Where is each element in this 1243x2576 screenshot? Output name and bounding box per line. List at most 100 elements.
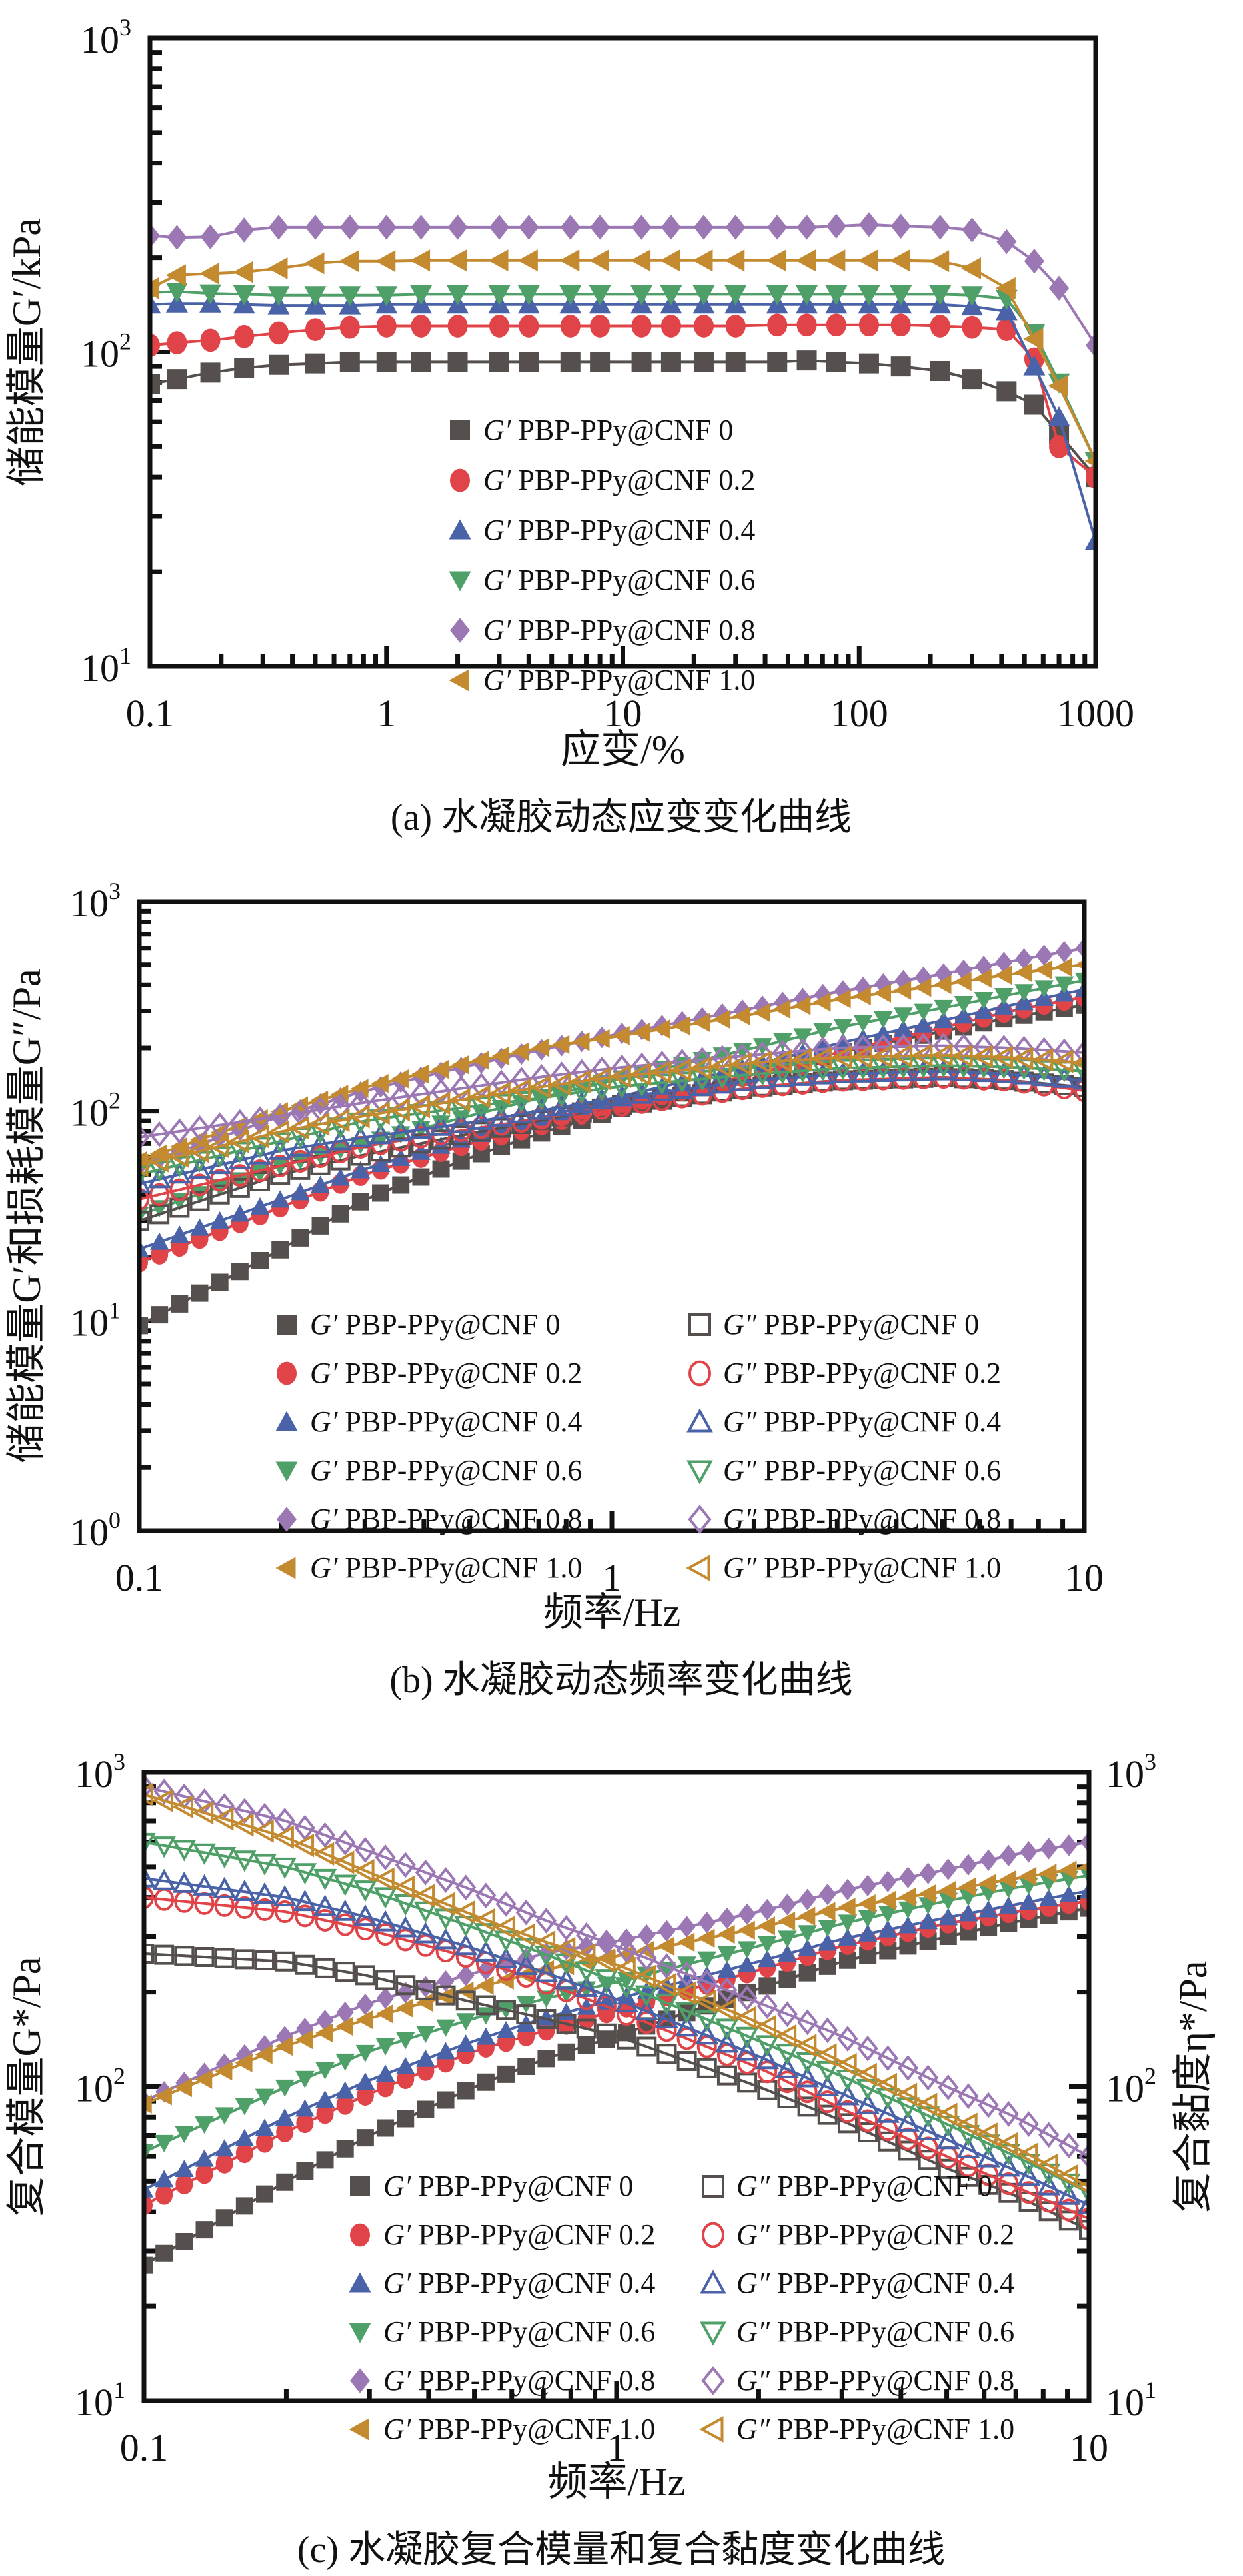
data-point	[858, 313, 879, 337]
legend-label: G″ PBP-PPy@CNF 0	[723, 1308, 979, 1341]
data-point	[189, 1191, 210, 1211]
data-point	[873, 983, 891, 1003]
data-point	[496, 2000, 517, 2020]
data-point	[735, 2026, 759, 2048]
data-point	[250, 1159, 271, 1183]
data-point	[716, 2065, 737, 2086]
data-point	[815, 2043, 837, 2067]
data-point	[737, 1955, 757, 1973]
data-point	[629, 1062, 651, 1086]
data-point	[214, 1948, 235, 1968]
data-point	[331, 1205, 349, 1223]
data-point	[192, 1800, 214, 1825]
legend-label: G′ PBP-PPy@CNF 0.6	[483, 564, 755, 596]
legend-marker	[701, 2366, 725, 2395]
data-point	[452, 1152, 470, 1170]
data-point	[395, 2032, 415, 2050]
data-point	[1032, 1065, 1056, 1087]
data-point	[738, 1903, 756, 1926]
data-point	[892, 1033, 914, 1060]
data-point	[936, 2128, 960, 2150]
series-G-PBP-PPy-CNF-0.8	[150, 212, 1096, 358]
legend-item: G′ PBP-PPy@CNF 0.4	[275, 1405, 582, 1438]
data-point	[415, 1859, 436, 1886]
data-point	[371, 1154, 391, 1172]
data-point	[189, 1115, 211, 1141]
legend-item: G′ PBP-PPy@CNF 0.6	[449, 564, 755, 596]
data-point	[235, 2053, 253, 2073]
data-point	[756, 1993, 778, 2020]
legend-marker	[449, 519, 471, 540]
data-point	[891, 1044, 913, 1068]
data-point	[411, 1133, 431, 1154]
data-point	[693, 352, 714, 372]
data-point	[519, 315, 539, 338]
data-point	[175, 2174, 193, 2195]
data-point	[517, 285, 540, 305]
data-point	[511, 1042, 529, 1061]
legend-label: G″ PBP-PPy@CNF 0.2	[736, 2218, 1014, 2251]
data-point	[1077, 2192, 1089, 2214]
data-point	[335, 1829, 356, 1856]
data-point	[853, 986, 871, 1006]
data-point	[315, 1958, 335, 1978]
data-point	[596, 1929, 617, 1956]
data-point	[831, 1061, 855, 1083]
data-point	[636, 1945, 657, 1972]
data-point	[212, 1847, 237, 1869]
data-point	[212, 1876, 237, 1898]
data-point	[932, 1059, 956, 1081]
data-point	[1052, 1049, 1074, 1073]
data-point	[897, 2054, 919, 2081]
data-point	[1079, 1867, 1089, 1885]
data-point	[333, 1899, 357, 1921]
data-point	[413, 1884, 435, 1908]
data-point	[998, 2172, 1019, 2196]
legend-item: G′ PBP-PPy@CNF 0.6	[275, 1454, 582, 1487]
data-point	[229, 1177, 250, 1198]
legend-item: G″ PBP-PPy@CNF 0.2	[702, 2218, 1014, 2251]
data-point	[939, 1858, 957, 1880]
data-point	[873, 1023, 893, 1041]
data-point	[356, 1993, 374, 2016]
legend-marker	[688, 1505, 712, 1534]
data-point	[830, 1045, 852, 1069]
data-point	[147, 1167, 171, 1189]
data-point	[936, 2102, 958, 2126]
data-point	[375, 2038, 395, 2056]
data-point	[894, 1019, 913, 1037]
data-point	[878, 2131, 898, 2152]
data-point	[775, 2056, 800, 2078]
data-point	[813, 1023, 833, 1041]
data-point	[570, 1091, 594, 1113]
data-point	[476, 2007, 496, 2025]
data-point	[432, 1160, 450, 1178]
data-point	[376, 215, 397, 240]
data-point	[692, 1047, 713, 1073]
data-point	[393, 1894, 417, 1916]
data-point	[631, 315, 652, 338]
data-point	[475, 1995, 496, 2016]
data-point	[837, 2026, 858, 2052]
data-point	[255, 2045, 273, 2064]
data-point	[938, 2158, 958, 2179]
x-axis-label: 频率/Hz	[548, 2460, 686, 2504]
data-point	[292, 1833, 315, 1858]
data-point	[615, 1977, 638, 1999]
data-point	[766, 249, 786, 272]
data-point	[758, 1977, 776, 1995]
data-point	[778, 1911, 796, 1931]
data-point	[477, 2073, 495, 2091]
data-point	[151, 1306, 169, 1324]
data-point	[233, 1879, 257, 1901]
data-point	[911, 1059, 936, 1081]
data-point	[958, 2083, 979, 2110]
data-point	[980, 1849, 998, 1872]
x-tick-label: 1000	[1057, 692, 1134, 735]
data-point	[954, 971, 972, 991]
data-point	[371, 1073, 389, 1093]
data-point	[1024, 394, 1044, 415]
x-axis-label: 频率/Hz	[543, 1591, 681, 1634]
data-point	[856, 2092, 880, 2114]
data-point	[871, 1060, 895, 1082]
